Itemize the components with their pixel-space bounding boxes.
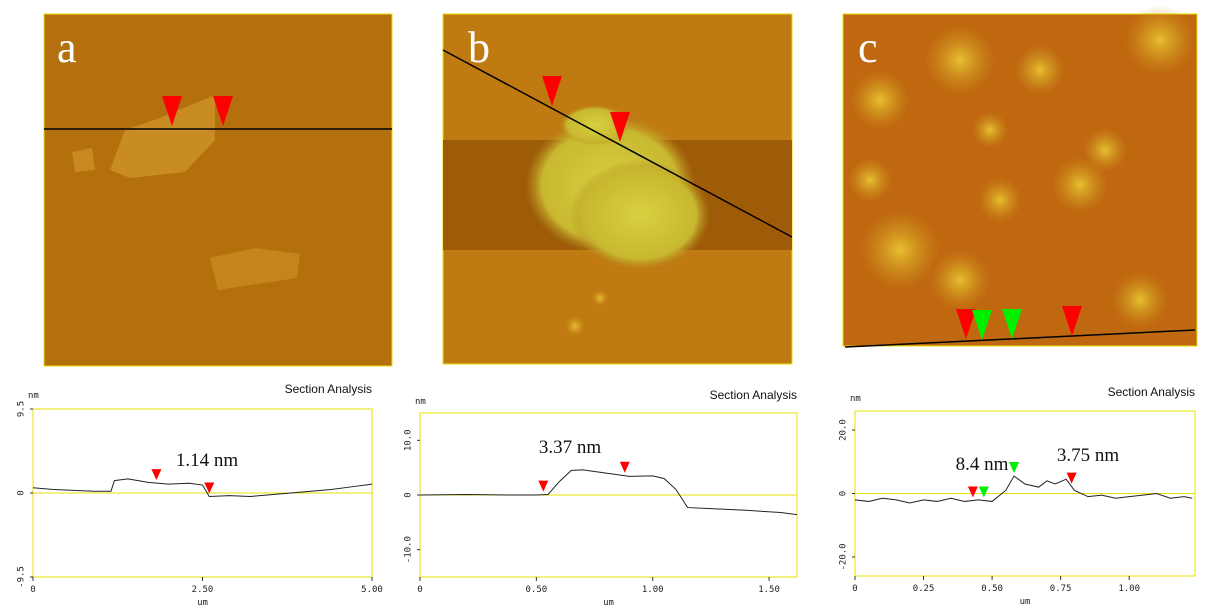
cursor-marker [967,486,978,498]
x-tick-label: 5.00 [361,585,383,595]
x-unit: um [603,598,614,606]
x-tick-label: 2.50 [192,585,214,595]
panel-label: a [57,23,77,72]
profile-line [419,469,798,516]
annotation: 8.4 nm [956,454,1009,475]
x-tick-label: 1.50 [758,585,780,595]
x-unit: um [1020,597,1031,606]
x-tick-label: 0 [417,585,422,595]
profile-line [854,475,1193,504]
x-tick-label: 0.50 [526,585,548,595]
afm-image-c [842,5,1198,348]
y-tick-label: 20.0 [839,419,849,441]
cursor-marker [538,480,549,492]
y-tick-label: -20.0 [839,543,849,570]
afm-image-b [442,13,793,365]
y-tick-label: 0 [17,490,27,495]
afm-image-a [43,13,393,367]
x-tick-label: 0.25 [913,584,935,594]
y-tick-label: 0 [404,492,414,497]
profile-line [32,478,373,498]
y-tick-label: -10.0 [404,536,414,563]
y-tick-label: 10.0 [404,429,414,451]
panel-label: c [858,23,878,72]
cursor-marker [619,461,630,473]
x-tick-label: 1.00 [1118,584,1140,594]
cursor-marker [204,482,215,494]
chart-title: Section Analysis [285,382,372,396]
annotation: 3.37 nm [539,437,602,458]
cursor-marker [1009,462,1020,474]
x-tick-label: 1.00 [642,585,664,595]
chart-title: Section Analysis [710,388,797,402]
chart-title: Section Analysis [1108,385,1195,399]
annotation: 3.75 nm [1057,445,1120,466]
y-tick-label: 9.5 [17,401,27,417]
x-tick-label: 0 [852,584,857,594]
cursor-marker [1066,472,1077,484]
x-tick-label: 0.75 [1050,584,1072,594]
y-unit: nm [850,394,861,404]
cursor-marker [978,486,989,498]
y-unit: nm [415,397,426,407]
y-tick-label: 0 [839,491,849,496]
x-tick-label: 0 [30,585,35,595]
x-unit: um [197,598,208,606]
y-unit: nm [28,391,39,401]
annotation: 1.14 nm [176,450,239,471]
cursor-marker [151,469,162,481]
y-tick-label: -9.5 [17,566,27,588]
panel-label: b [468,23,490,72]
x-tick-label: 0.50 [981,584,1003,594]
